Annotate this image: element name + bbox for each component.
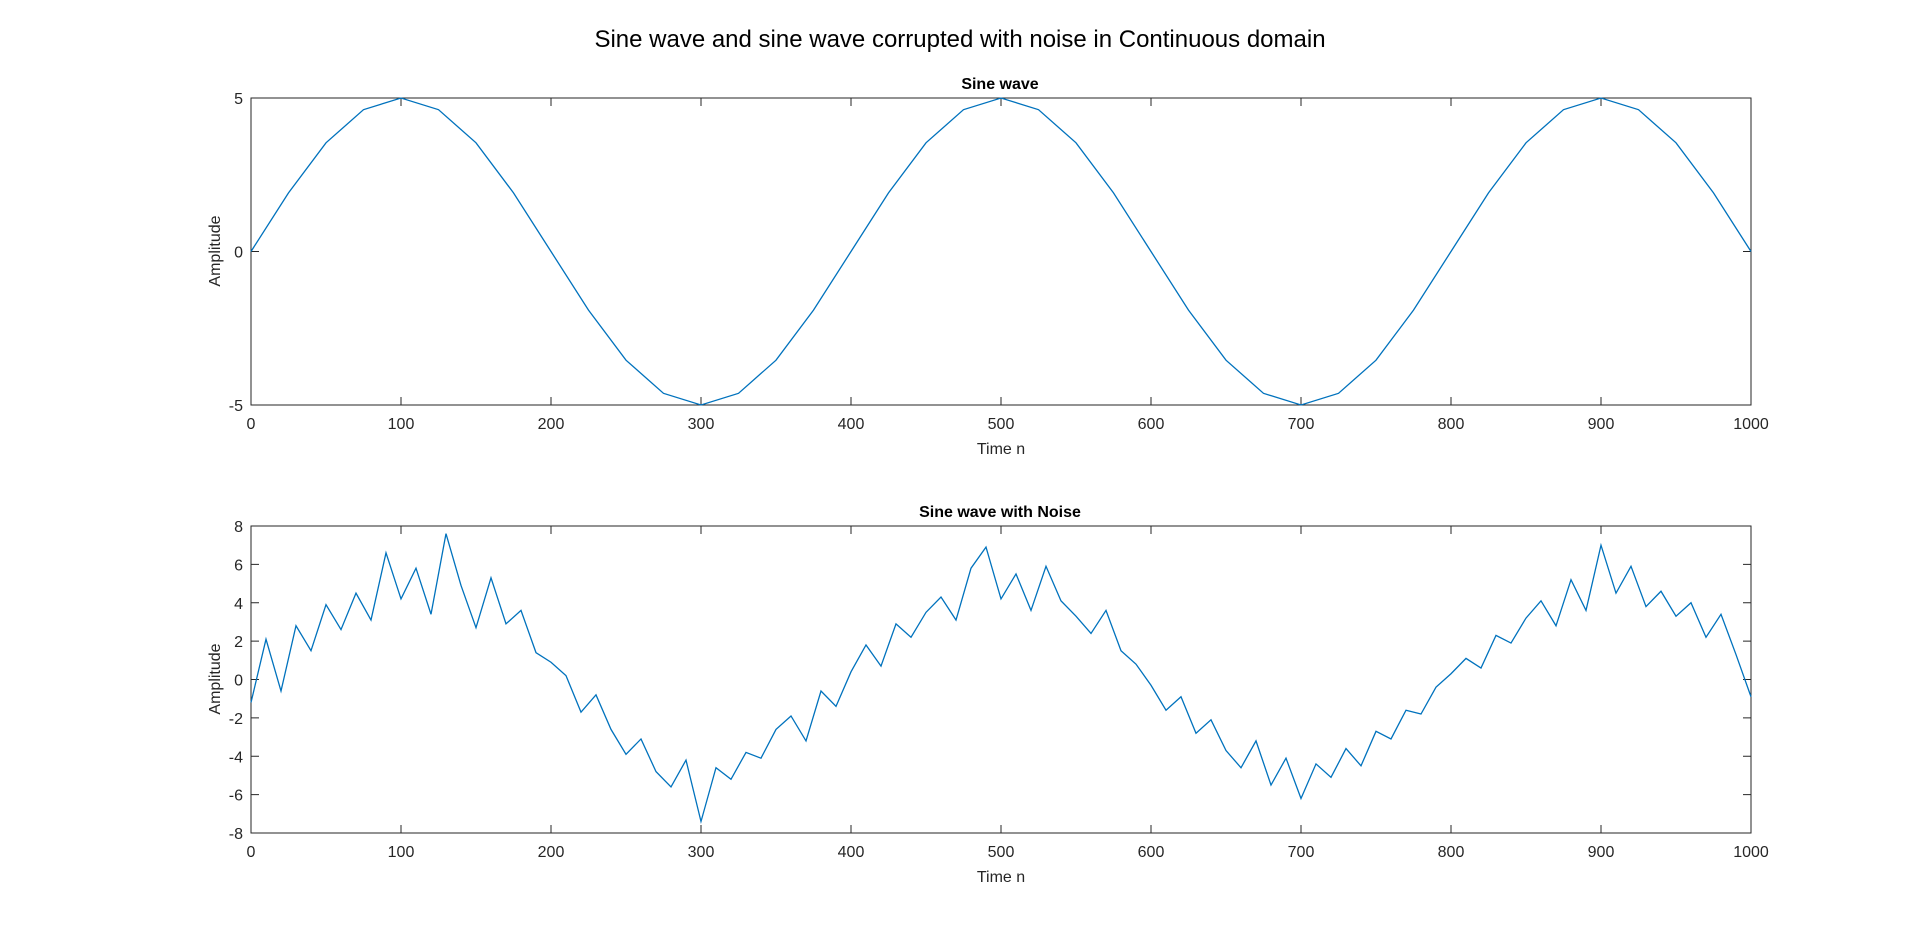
x-tick-label: 0 xyxy=(247,416,256,433)
x-axis-label: Time n xyxy=(977,441,1025,458)
x-tick-label: 800 xyxy=(1438,416,1465,433)
y-tick-label: 5 xyxy=(234,91,243,108)
x-tick-label: 700 xyxy=(1288,416,1315,433)
y-tick-label: -2 xyxy=(229,711,243,728)
x-tick-label: 200 xyxy=(538,844,565,861)
x-tick-label: 800 xyxy=(1438,844,1465,861)
y-tick-label: 2 xyxy=(234,634,243,651)
y-tick-label: -4 xyxy=(229,749,243,766)
x-tick-label: 0 xyxy=(247,844,256,861)
axis-ticks: 0 100 200 300 400 500 600 700 800 900 1000-505 xyxy=(229,91,1769,433)
x-tick-label: 300 xyxy=(688,416,715,433)
x-tick-label: 900 xyxy=(1588,844,1615,861)
y-tick-label: 0 xyxy=(234,245,243,262)
x-tick-label: 600 xyxy=(1138,416,1165,433)
subplot-title: Sine wave with Noise xyxy=(919,504,1081,521)
x-tick-label: 300 xyxy=(688,844,715,861)
subplot-sine-wave: Sine wave 0 100 200 300 400 500 600 700 800 900 10… xyxy=(207,76,1769,458)
y-tick-label: 4 xyxy=(234,596,243,613)
x-tick-label: 700 xyxy=(1288,844,1315,861)
x-tick-label: 100 xyxy=(388,416,415,433)
y-axis-label: Amplitude xyxy=(207,215,224,286)
x-tick-label: 900 xyxy=(1588,416,1615,433)
y-tick-label: 8 xyxy=(234,519,243,536)
subplot-title: Sine wave xyxy=(961,76,1038,93)
x-tick-label: 500 xyxy=(988,844,1015,861)
y-tick-label: 0 xyxy=(234,673,243,690)
x-tick-label: 600 xyxy=(1138,844,1165,861)
x-tick-label: 400 xyxy=(838,416,865,433)
x-tick-label: 500 xyxy=(988,416,1015,433)
y-tick-label: -6 xyxy=(229,788,243,805)
x-tick-label: 100 xyxy=(388,844,415,861)
x-tick-label: 400 xyxy=(838,844,865,861)
y-tick-label: 6 xyxy=(234,557,243,574)
y-tick-label: -8 xyxy=(229,826,243,843)
axis-ticks: 0 100 200 300 400 500 600 700 800 900 1000 -8 -6 -4 -2… xyxy=(229,519,1769,861)
x-axis-label: Time n xyxy=(977,869,1025,886)
figure-title: Sine wave and sine wave corrupted with n… xyxy=(594,26,1325,53)
x-tick-label: 200 xyxy=(538,416,565,433)
series-line xyxy=(250,97,1752,406)
subplot-sine-wave-with-noise: Sine wave with Noise 0 100 200 300 400 500 600… xyxy=(207,504,1769,886)
y-tick-label: -5 xyxy=(229,398,243,415)
x-tick-label: 1000 xyxy=(1733,416,1769,433)
y-axis-label: Amplitude xyxy=(207,643,224,714)
series-line xyxy=(250,533,1752,825)
x-tick-label: 1000 xyxy=(1733,844,1769,861)
